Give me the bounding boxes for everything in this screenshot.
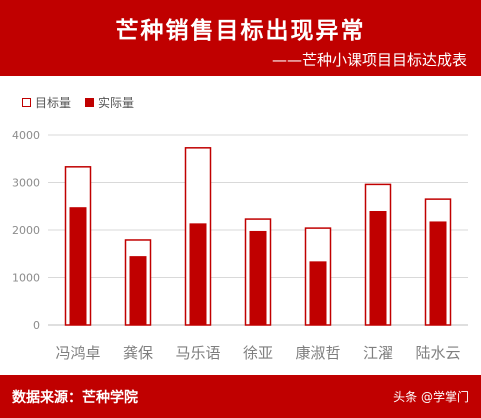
bar-actual xyxy=(249,230,267,325)
data-source: 数据来源：芒种学院 xyxy=(12,390,138,406)
page-title: 芒种销售目标出现异常 xyxy=(115,18,366,44)
bar-actual xyxy=(189,223,207,325)
x-category-label: 陆水云 xyxy=(415,344,460,362)
x-category-label: 龚保 xyxy=(123,344,153,362)
legend-label-target: 目标量 xyxy=(35,96,72,110)
footer-banner: 数据来源：芒种学院 头条 @学掌门 xyxy=(0,375,481,418)
x-category-label: 康淑哲 xyxy=(295,344,340,362)
chart-legend: 目标量 实际量 xyxy=(22,94,148,111)
bar-actual xyxy=(369,211,387,325)
y-tick-label: 4000 xyxy=(12,129,40,142)
bar-actual xyxy=(69,207,87,325)
bar-actual xyxy=(429,221,447,325)
watermark: 头条 @学掌门 xyxy=(393,390,469,404)
bar-actual xyxy=(309,261,327,325)
x-category-label: 徐亚 xyxy=(243,344,273,362)
legend-item-actual: 实际量 xyxy=(85,94,134,111)
bar-chart: 0 1000 2000 3000 4000 冯鸿卓 龚保 马乐语 徐亚 康淑哲 江濯 陆水云 xyxy=(12,129,468,362)
y-tick-label: 0 xyxy=(33,319,40,332)
header-banner: 芒种销售目标出现异常 ——芒种小课项目目标达成表 xyxy=(0,0,481,76)
legend-swatch-actual xyxy=(85,98,95,107)
legend-swatch-target xyxy=(22,98,31,107)
y-tick-label: 3000 xyxy=(12,177,40,190)
page-subtitle: ——芒种小课项目目标达成表 xyxy=(271,51,467,69)
bar-actual xyxy=(129,256,147,325)
y-tick-label: 2000 xyxy=(12,224,40,237)
legend-item-target: 目标量 xyxy=(22,94,71,111)
x-category-label: 冯鸿卓 xyxy=(55,344,100,362)
y-tick-label: 1000 xyxy=(12,272,40,285)
x-category-label: 马乐语 xyxy=(175,344,220,362)
legend-label-actual: 实际量 xyxy=(98,96,135,110)
x-category-label: 江濯 xyxy=(363,344,393,362)
